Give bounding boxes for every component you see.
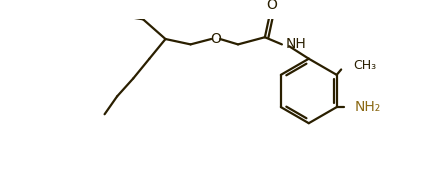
Text: O: O bbox=[266, 0, 278, 12]
Text: CH₃: CH₃ bbox=[353, 59, 376, 72]
Text: NH₂: NH₂ bbox=[354, 100, 381, 114]
Text: NH: NH bbox=[286, 37, 306, 51]
Text: O: O bbox=[210, 32, 221, 46]
